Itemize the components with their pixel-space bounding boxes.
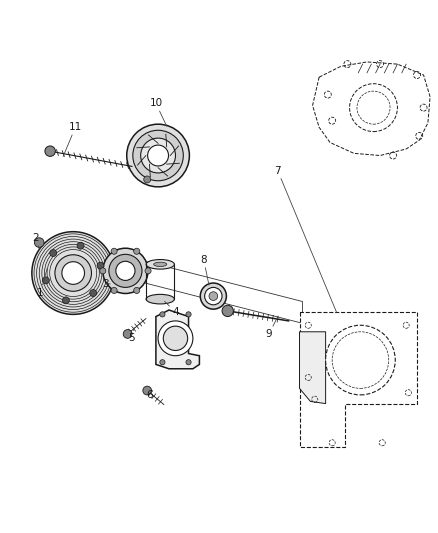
Circle shape xyxy=(325,325,395,395)
Circle shape xyxy=(205,287,222,305)
Circle shape xyxy=(62,262,85,284)
Text: 3: 3 xyxy=(102,279,110,289)
Circle shape xyxy=(200,283,226,309)
Circle shape xyxy=(77,242,84,249)
Circle shape xyxy=(111,248,117,254)
Circle shape xyxy=(50,249,57,256)
Circle shape xyxy=(45,146,55,156)
Circle shape xyxy=(116,261,135,280)
Circle shape xyxy=(127,124,189,187)
Circle shape xyxy=(35,238,44,247)
Circle shape xyxy=(144,176,151,183)
Text: 8: 8 xyxy=(201,255,209,285)
Circle shape xyxy=(55,255,92,292)
Text: 10: 10 xyxy=(149,98,167,126)
Text: 11: 11 xyxy=(63,122,82,156)
Text: 6: 6 xyxy=(146,390,153,400)
Circle shape xyxy=(222,305,233,317)
Circle shape xyxy=(90,289,97,296)
Circle shape xyxy=(134,248,140,254)
Circle shape xyxy=(42,277,49,284)
Circle shape xyxy=(123,329,132,338)
Ellipse shape xyxy=(146,260,174,269)
Ellipse shape xyxy=(154,262,167,266)
Circle shape xyxy=(160,360,165,365)
Circle shape xyxy=(186,312,191,317)
Circle shape xyxy=(141,138,176,173)
Text: 9: 9 xyxy=(266,317,278,339)
Circle shape xyxy=(133,130,184,181)
Circle shape xyxy=(163,326,187,351)
Polygon shape xyxy=(313,62,430,156)
Text: 7: 7 xyxy=(275,166,336,312)
Circle shape xyxy=(97,262,104,269)
Circle shape xyxy=(160,312,165,317)
Text: 1: 1 xyxy=(37,269,47,297)
Circle shape xyxy=(145,268,151,274)
Circle shape xyxy=(32,232,115,314)
Circle shape xyxy=(186,360,191,365)
Circle shape xyxy=(158,321,193,356)
Circle shape xyxy=(103,248,148,294)
Polygon shape xyxy=(156,310,199,369)
Text: 4: 4 xyxy=(165,301,179,317)
Polygon shape xyxy=(300,312,417,447)
Circle shape xyxy=(111,287,117,294)
Circle shape xyxy=(209,292,218,301)
Circle shape xyxy=(143,386,152,395)
Circle shape xyxy=(100,268,106,274)
Circle shape xyxy=(134,287,140,294)
Text: 5: 5 xyxy=(129,327,135,343)
Ellipse shape xyxy=(146,294,174,304)
Circle shape xyxy=(148,145,169,166)
Polygon shape xyxy=(300,332,325,403)
Text: 2: 2 xyxy=(32,233,39,249)
Circle shape xyxy=(62,297,69,304)
Circle shape xyxy=(109,254,142,287)
